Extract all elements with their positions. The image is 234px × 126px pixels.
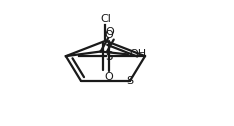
Text: S: S: [126, 76, 133, 86]
Text: O: O: [105, 27, 114, 37]
Text: O: O: [105, 30, 113, 40]
Text: O: O: [105, 72, 113, 82]
Text: Cl: Cl: [100, 14, 111, 24]
Text: OH: OH: [129, 49, 146, 59]
Text: S: S: [106, 50, 113, 63]
